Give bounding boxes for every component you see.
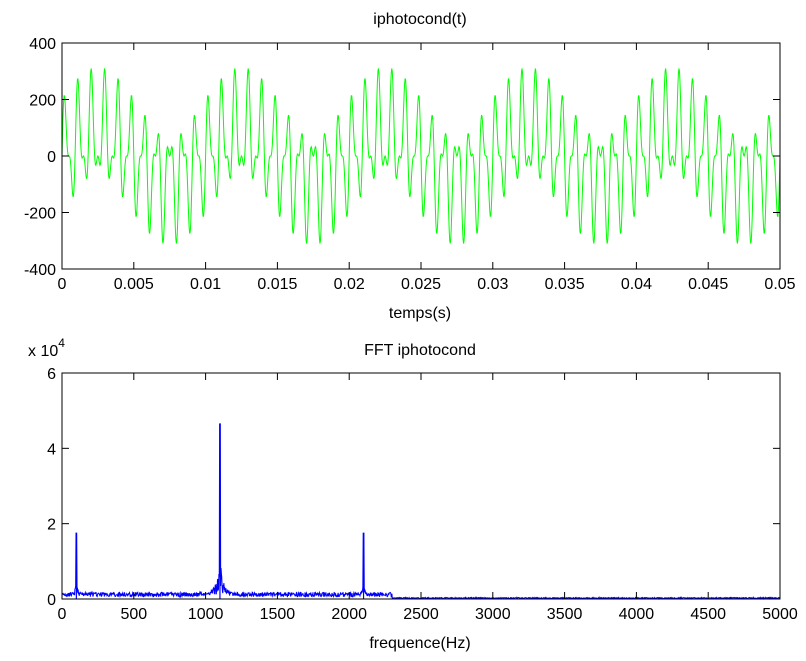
time-plot-xtick-label: 0.02 [334, 276, 365, 293]
time-plot-xlabel: temps(s) [389, 305, 451, 322]
fft-plot-frame [61, 372, 781, 600]
fft-plot-title: FFT iphotocond [364, 342, 476, 359]
fft-plot-xtick-label: 500 [120, 606, 147, 623]
fft-scale-factor: x 104 [28, 336, 65, 360]
fft-plot-xlabel: frequence(Hz) [369, 635, 470, 652]
fft-plot-xtick-label: 5000 [762, 606, 798, 623]
time-plot-xtick-label: 0.035 [545, 276, 585, 293]
time-plot-ytick-label: -400 [24, 262, 56, 279]
time-plot-ytick-label: 0 [47, 149, 56, 166]
time-plot-ytick-label: 200 [29, 93, 56, 110]
fft-plot-xtick-label: 3500 [547, 606, 583, 623]
fft-plot-ytick-label: 2 [47, 517, 56, 534]
time-plot-ytick-label: -200 [24, 206, 56, 223]
fft-series-line [61, 423, 781, 600]
fft-plot: FFT iphotocond x 104 0 500 1000 1500 2000 250… [28, 336, 798, 652]
fft-series-path [61, 423, 781, 600]
time-plot-xtick-label: 0.015 [257, 276, 297, 293]
fft-plot-ytick-label: 0 [47, 592, 56, 609]
time-plot-xtick-label: 0.045 [688, 276, 728, 293]
time-series-line [61, 68, 781, 244]
time-plot-xtick-label: 0.01 [190, 276, 221, 293]
time-plot-xtick-label: 0.05 [764, 276, 795, 293]
time-plot-xtick-label: 0.03 [477, 276, 508, 293]
fft-plot-xtick-label: 1000 [188, 606, 224, 623]
fft-plot-xtick-label: 4500 [690, 606, 726, 623]
fft-plot-xtick-label: 0 [58, 606, 67, 623]
fft-plot-xtick-label: 1500 [260, 606, 296, 623]
time-series-path [61, 68, 781, 244]
fft-plot-ytick-label: 4 [47, 441, 56, 458]
time-plot-xtick-label: 0.04 [621, 276, 652, 293]
time-plot-xtick-label: 0 [58, 276, 67, 293]
fft-plot-xtick-label: 2000 [331, 606, 367, 623]
time-plot-ticks: 0 0.005 0.01 0.015 0.02 0.025 0.03 0.035 0.04 0.0… [24, 36, 796, 293]
time-plot: iphotocond(t) 0 0.005 0.01 0.015 0.02 0.025 0.… [24, 11, 796, 322]
time-plot-ytick-label: 400 [29, 36, 56, 53]
fft-plot-ytick-label: 6 [47, 366, 56, 383]
time-plot-xtick-label: 0.025 [401, 276, 441, 293]
fft-plot-xtick-label: 2500 [403, 606, 439, 623]
time-plot-title: iphotocond(t) [373, 11, 466, 28]
time-plot-xtick-label: 0.005 [114, 276, 154, 293]
fft-plot-xtick-label: 4000 [619, 606, 655, 623]
fft-plot-xtick-label: 3000 [475, 606, 511, 623]
fft-plot-ticks: 0 500 1000 1500 2000 2500 3000 3500 4000 4500 5000… [47, 366, 798, 623]
